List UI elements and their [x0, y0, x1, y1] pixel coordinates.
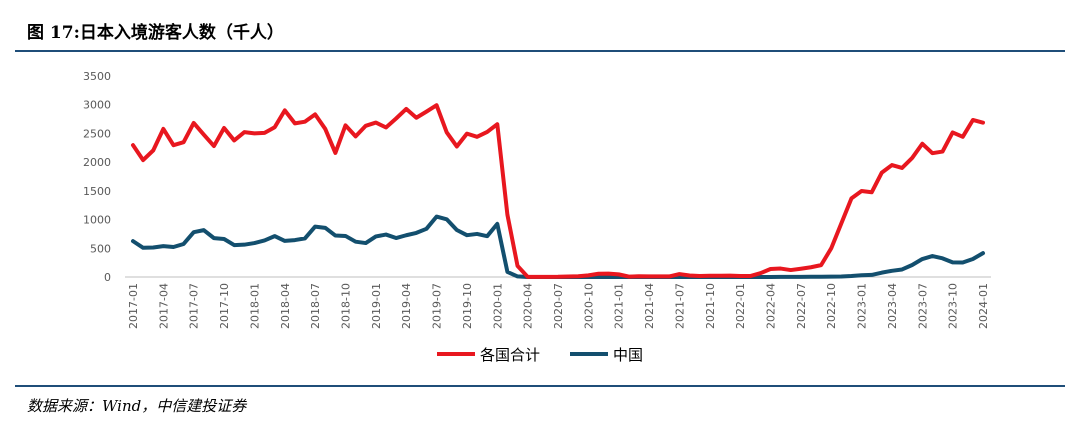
x-tick-label: 2019-10	[461, 283, 474, 329]
legend: 各国合计 中国	[437, 346, 643, 364]
x-tick-label: 2020-01	[491, 283, 504, 329]
x-tick-label: 2017-10	[218, 283, 231, 329]
x-tick-label: 2018-01	[248, 283, 261, 329]
x-tick-label: 2021-07	[673, 283, 686, 329]
y-tick-label: 2500	[83, 127, 111, 140]
x-tick-label: 2023-01	[856, 283, 869, 329]
x-tick-label: 2017-01	[127, 283, 140, 329]
legend-label: 各国合计	[480, 346, 540, 364]
x-tick-label: 2020-10	[582, 283, 595, 329]
x-tick-label: 2023-10	[947, 283, 960, 329]
source-note: 数据来源：Wind，中信建投证券	[27, 397, 247, 415]
x-tick-label: 2021-01	[613, 283, 626, 329]
x-tick-label: 2018-10	[340, 283, 353, 329]
x-tick-label: 2019-07	[431, 283, 444, 329]
series-lines	[131, 103, 985, 279]
x-tick-label: 2018-07	[309, 283, 322, 329]
y-tick-label: 2000	[83, 156, 111, 169]
y-tick-label: 0	[104, 271, 111, 284]
y-axis-ticks: 0 500 1000 1500 2000 2500 3000 3500	[83, 70, 111, 284]
y-tick-label: 1000	[83, 214, 111, 227]
bottom-divider	[15, 385, 1065, 387]
x-tick-label: 2023-07	[916, 283, 929, 329]
x-tick-label: 2017-07	[188, 283, 201, 329]
x-tick-label: 2019-04	[400, 283, 413, 329]
x-tick-label: 2021-10	[704, 283, 717, 329]
y-tick-label: 3500	[83, 70, 111, 83]
y-tick-label: 500	[90, 242, 111, 255]
top-divider	[15, 50, 1065, 52]
x-tick-label: 2022-04	[765, 283, 778, 329]
x-tick-label: 2022-10	[825, 283, 838, 329]
x-tick-label: 2018-04	[279, 283, 292, 329]
x-tick-label: 2022-07	[795, 283, 808, 329]
chart-title: 图 17:日本入境游客人数（千人）	[27, 23, 284, 43]
legend-label: 中国	[613, 346, 643, 364]
x-tick-label: 2024-01	[977, 283, 990, 329]
x-tick-label: 2020-07	[552, 283, 565, 329]
x-tick-label: 2017-04	[157, 283, 170, 329]
series-line-2	[131, 214, 985, 279]
y-tick-label: 3000	[83, 99, 111, 112]
x-axis-ticks: 2017-01 2017-04 2017-07 2017-10 2018-01 2018-…	[127, 283, 990, 329]
x-tick-label: 2021-04	[643, 283, 656, 329]
series-line-1	[131, 103, 985, 279]
x-tick-label: 2020-04	[522, 283, 535, 329]
x-tick-label: 2023-04	[886, 283, 899, 329]
y-tick-label: 1500	[83, 185, 111, 198]
x-tick-label: 2022-01	[734, 283, 747, 329]
x-tick-label: 2019-01	[370, 283, 383, 329]
